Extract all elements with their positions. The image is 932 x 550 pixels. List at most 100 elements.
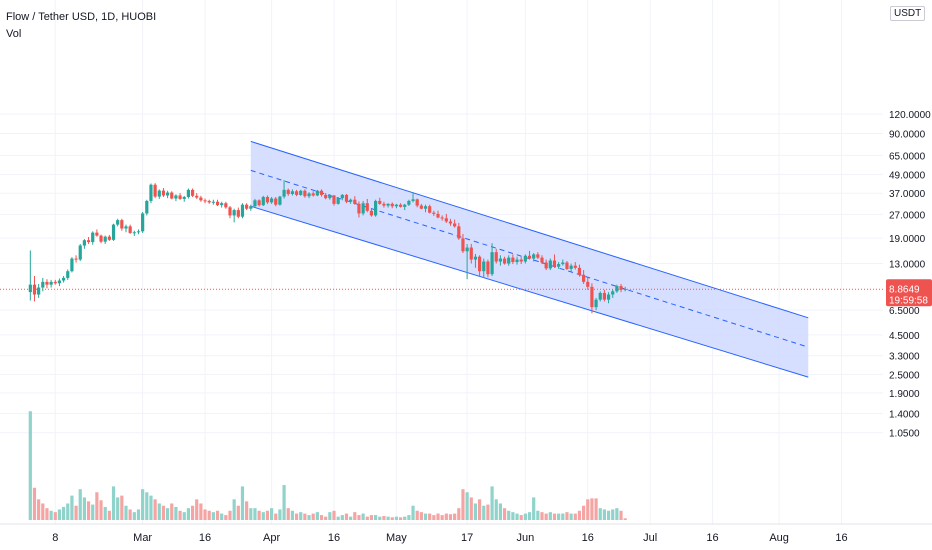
candle-body [473,256,478,260]
volume-bar [41,503,45,520]
candle-body [207,200,211,203]
candle-body [344,194,349,202]
symbol-title[interactable]: Flow / Tether USD, 1D, HUOBI [6,11,157,23]
candle-body [49,281,53,285]
x-tick-label: 16 [328,532,340,544]
volume-bar [328,512,332,520]
volume-bar [390,517,394,520]
y-tick-label: 6.5000 [889,306,920,317]
volume-bar [186,508,190,520]
candle-body [299,190,303,195]
volume-bar [57,509,62,520]
volume-bar [257,510,261,520]
volume-bar [145,492,149,520]
candle-body [369,210,374,216]
candle-body [166,192,170,196]
volume-bar [457,508,461,520]
candle-body [552,260,557,267]
candle-body [490,252,494,275]
candle-body [240,204,245,217]
volume-bar [423,513,428,520]
bar-countdown: 19:59:58 [889,295,928,306]
candle-body [407,200,411,205]
last-price-tag[interactable] [886,279,932,307]
candle-body [411,199,415,201]
volume-bar [128,509,132,520]
volume-bar [598,508,602,520]
candle-body [170,192,174,199]
candle-body [211,201,215,203]
candle-body [62,277,66,281]
candle-body [394,204,398,207]
volume-bar [365,516,369,520]
candle-body [423,206,428,209]
channel-upper-line[interactable] [250,140,809,319]
currency-label[interactable]: USDT [890,6,926,21]
volume-bar [74,505,78,520]
volume-label[interactable]: Vol [6,28,22,40]
volume-bar [344,513,349,520]
volume-bar [261,512,265,520]
volume-bar [286,508,290,520]
candle-body [128,226,132,233]
candle-body [444,218,448,222]
candle-body [303,190,307,197]
volume-bar [203,509,207,520]
candle-body [332,195,336,204]
candle-body [37,287,41,295]
volume-bar [544,513,548,520]
candle-body [519,259,523,262]
volume-bar [490,486,494,520]
volume-bar [32,487,37,520]
candle-body [124,226,128,229]
time-axis[interactable]: 8 Mar 16 Apr 16 May 17 Jun 16 Jul 16 Aug 16 [0,523,932,544]
volume-bar [240,486,245,520]
candle-body [215,201,220,206]
volume-bar [149,495,153,520]
volume-bar [299,512,303,520]
y-tick-label: 2.5000 [889,370,920,381]
x-tick-label: Apr [263,532,280,544]
volume-bar [53,512,57,520]
candle-body [261,196,265,206]
volume-bar [66,503,70,520]
candle-body [540,257,544,263]
volume-bar [91,504,95,520]
volume-bar [265,510,270,520]
volume-bar [561,513,565,520]
volume-bar [45,508,49,520]
candle-body [569,265,573,269]
volume-bar [502,508,507,520]
candle-body [199,197,203,201]
price-axis[interactable]: 120.0000 90.0000 65.0000 49.0000 37.0000 27.0… [884,0,932,550]
candle-body [515,259,519,263]
candle-body [86,240,91,243]
candle-body [265,196,270,203]
volume-bar [382,516,386,520]
candle-body [41,281,45,288]
volume-bar [540,512,544,520]
volume-bar [473,503,478,520]
candle-body [357,203,361,214]
volume-bar [378,516,382,520]
volume-bar [132,512,136,520]
candle-body [249,206,253,209]
candle-body [70,258,74,272]
x-tick-label: Jun [516,532,534,544]
candle-body [257,200,261,206]
volume-bar [232,499,236,520]
volume-bar [220,513,224,520]
candle-body [390,203,394,207]
candle-body [602,292,606,300]
channel-lower-line[interactable] [250,205,809,378]
volume-bar [398,517,403,520]
volume-bar [507,510,511,520]
candle-body [32,284,37,295]
volume-bar [332,510,336,520]
volume-bar [82,497,86,520]
volume-bar [274,513,278,520]
candle-body [286,189,290,194]
volume-bar [448,514,453,520]
volume-bar [361,513,365,520]
